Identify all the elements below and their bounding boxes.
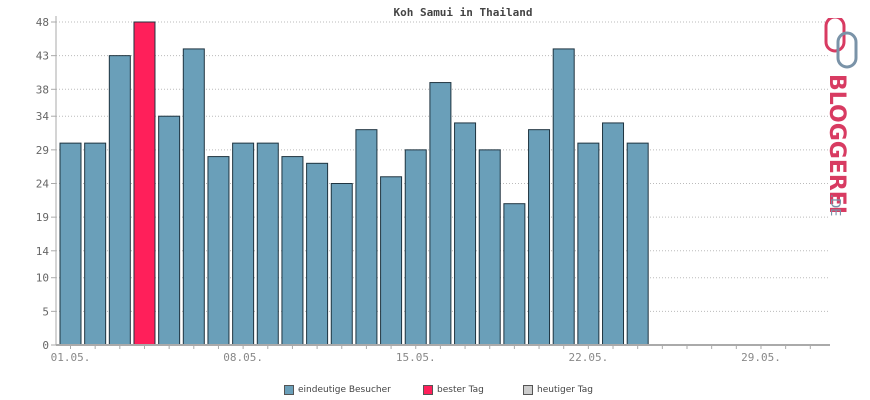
x-tick-label: 22.05. <box>568 351 608 364</box>
legend-item-visitors: eindeutige Besucher <box>284 385 391 395</box>
y-tick-label: 14 <box>36 245 50 258</box>
bar <box>429 82 452 346</box>
bar <box>207 156 230 346</box>
legend: eindeutige Besucher bester Tag heutiger … <box>0 385 870 399</box>
y-tick-label: 48 <box>36 16 49 29</box>
bar <box>577 142 600 346</box>
bar <box>355 129 378 346</box>
bar <box>281 156 304 346</box>
bar <box>330 183 353 346</box>
bar <box>306 162 329 346</box>
bar <box>256 142 279 346</box>
bars <box>59 21 649 346</box>
axes: 0 5 10 14 19 24 29 34 38 43 48 01.05. 08.05. 15.05. 22… <box>36 16 830 364</box>
legend-label-visitors: eindeutige Besucher <box>298 385 391 395</box>
bar <box>478 149 501 346</box>
x-tick-label: 01.05. <box>51 351 91 364</box>
logo-text: BLOGGEREI <box>824 74 849 214</box>
y-tick-label: 29 <box>36 144 49 157</box>
bloggerei-logo: BLOGGEREI .DE <box>824 18 858 216</box>
bar <box>528 129 551 346</box>
y-tick-label: 24 <box>36 178 50 191</box>
legend-item-today: heutiger Tag <box>523 385 593 395</box>
x-tick-label: 08.05. <box>223 351 263 364</box>
y-tick-label: 43 <box>36 50 49 63</box>
y-tick-label: 34 <box>36 110 50 123</box>
bar <box>503 203 526 346</box>
bar <box>404 149 427 346</box>
legend-item-best-day: bester Tag <box>423 385 484 395</box>
x-tick-label: 15.05. <box>396 351 436 364</box>
bar <box>602 122 625 346</box>
x-tick-label: 29.05. <box>741 351 781 364</box>
y-tick-label: 19 <box>36 211 49 224</box>
logo-icon <box>824 18 858 69</box>
y-tick-label: 0 <box>42 339 49 352</box>
bar <box>59 142 82 346</box>
y-tick-label: 10 <box>36 272 49 285</box>
legend-swatch-visitors <box>284 385 294 395</box>
bar <box>626 142 649 346</box>
bar <box>380 176 403 346</box>
bar <box>182 48 205 346</box>
y-tick-label: 38 <box>36 83 49 96</box>
bar <box>133 21 156 346</box>
legend-swatch-today <box>523 385 533 395</box>
bar <box>158 115 181 346</box>
legend-swatch-best-day <box>423 385 433 395</box>
logo-suffix: .DE <box>827 194 842 216</box>
bar <box>84 142 107 346</box>
bar <box>232 142 255 346</box>
legend-label-today: heutiger Tag <box>537 385 594 395</box>
chart-title: Koh Samui in Thailand <box>393 6 532 19</box>
legend-label-best-day: bester Tag <box>437 385 484 395</box>
bar <box>108 55 131 346</box>
y-tick-label: 5 <box>42 305 49 318</box>
bar <box>552 48 575 346</box>
bar <box>454 122 477 346</box>
